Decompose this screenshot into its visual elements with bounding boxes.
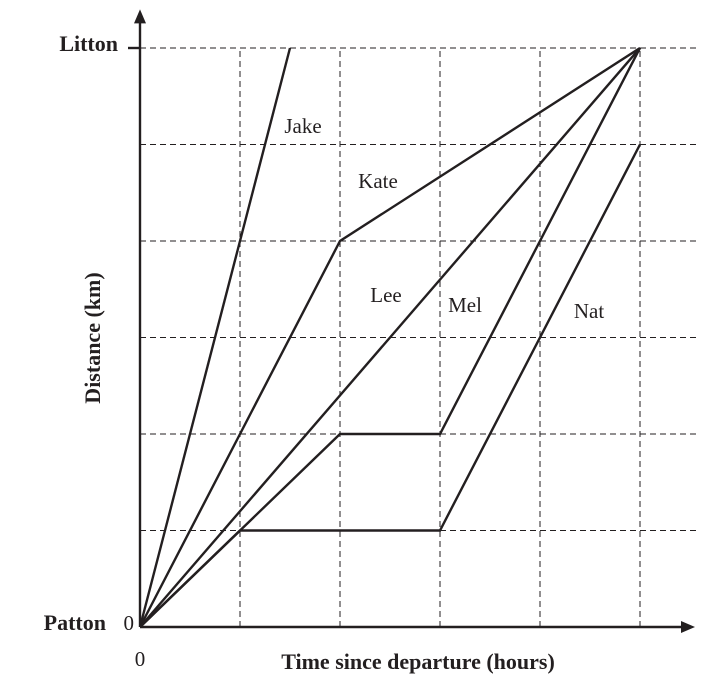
x-axis-arrow	[681, 621, 695, 633]
y-place-label: Litton	[59, 31, 118, 56]
series-label: Lee	[370, 283, 401, 307]
series-line	[138, 47, 292, 628]
series-line	[139, 143, 642, 628]
x-axis-title: Time since departure (hours)	[281, 649, 555, 674]
series-label: Nat	[574, 299, 604, 323]
series-label: Kate	[358, 169, 398, 193]
y-axis-arrow	[134, 9, 146, 24]
series-line	[138, 46, 641, 628]
series-line	[139, 47, 641, 628]
x-tick-label: 0	[135, 647, 146, 671]
series-label: Jake	[284, 114, 321, 138]
y-axis-title: Distance (km)	[80, 272, 105, 403]
y-place-label: Patton	[44, 610, 106, 635]
series-label: Mel	[448, 293, 482, 317]
y-tick-label: 0	[124, 611, 135, 635]
